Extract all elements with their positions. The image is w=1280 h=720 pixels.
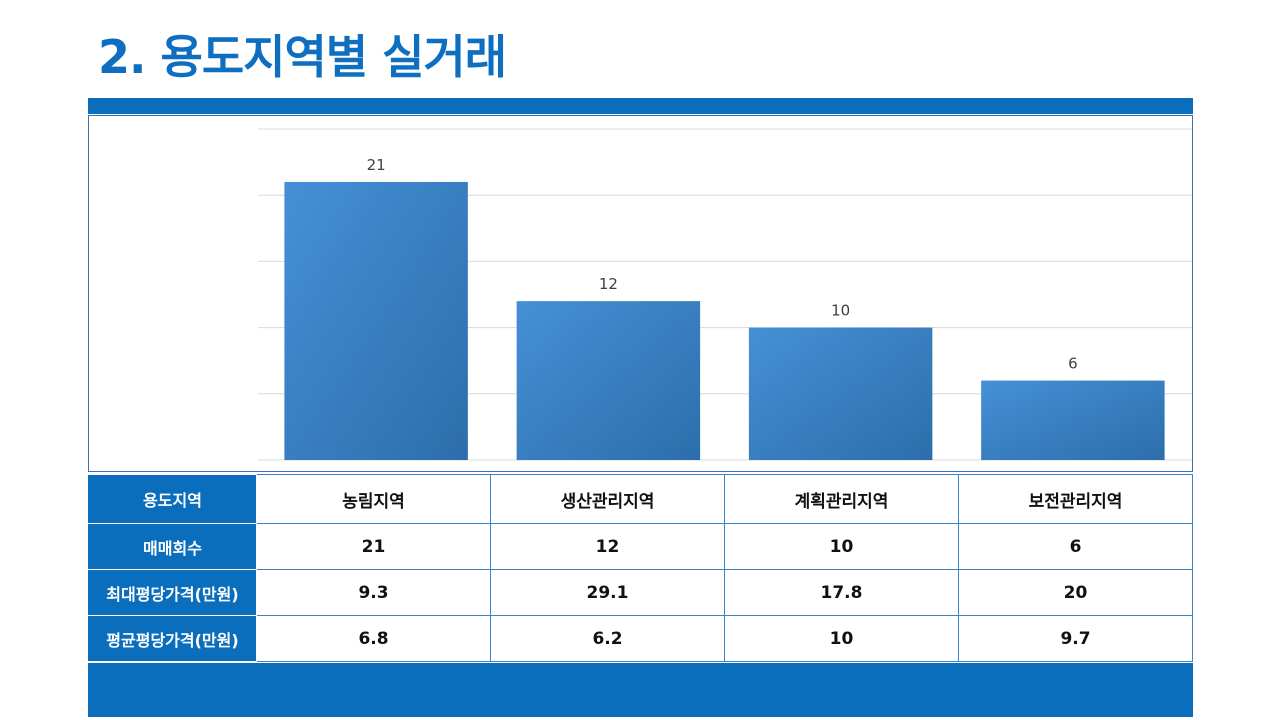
row-header: 용도지역: [88, 474, 257, 524]
data-label-2: 12: [599, 275, 618, 293]
data-label-4: 6: [1068, 355, 1078, 373]
data-table: 용도지역 농림지역 생산관리지역 계획관리지역 보전관리지역 매매회수 21 12 10 6 최대평…: [88, 474, 1193, 662]
table-cell: 계획관리지역: [724, 474, 959, 524]
max-price-row: 최대평당가격(만원) 9.3 29.1 17.8 20: [88, 569, 1193, 616]
table-cell: 21: [256, 523, 491, 570]
bar-3: [748, 327, 933, 460]
table-cell: 보전관리지역: [958, 474, 1193, 524]
bar-4: [981, 380, 1165, 460]
title-underline-bar: [88, 98, 1193, 114]
row-header: 매매회수: [88, 523, 257, 570]
table-cell: 17.8: [724, 569, 959, 616]
table-cell: 10: [724, 615, 959, 662]
table-cell: 생산관리지역: [490, 474, 725, 524]
table-cell: 9.3: [256, 569, 491, 616]
footer-bar: [88, 663, 1193, 717]
chart-svg: 21 12 10 6: [258, 128, 1192, 461]
trade-count-row: 매매회수 21 12 10 6: [88, 523, 1193, 570]
bar-1: [284, 181, 468, 460]
bar-2: [516, 301, 701, 460]
table-cell: 9.7: [958, 615, 1193, 662]
bar-chart: 21 12 10 6: [88, 115, 1193, 472]
row-header: 최대평당가격(만원): [88, 569, 257, 616]
zoning-row: 용도지역 농림지역 생산관리지역 계획관리지역 보전관리지역: [88, 474, 1193, 524]
table-cell: 29.1: [490, 569, 725, 616]
table-cell: 12: [490, 523, 725, 570]
data-label-3: 10: [831, 302, 850, 320]
data-label-1: 21: [367, 156, 386, 174]
page-title: 2. 용도지역별 실거래: [98, 30, 507, 84]
table-cell: 6.2: [490, 615, 725, 662]
row-header: 평균평당가격(만원): [88, 615, 257, 662]
table-cell: 6: [958, 523, 1193, 570]
table-cell: 20: [958, 569, 1193, 616]
table-cell: 10: [724, 523, 959, 570]
table-cell: 농림지역: [256, 474, 491, 524]
avg-price-row: 평균평당가격(만원) 6.8 6.2 10 9.7: [88, 615, 1193, 662]
table-cell: 6.8: [256, 615, 491, 662]
